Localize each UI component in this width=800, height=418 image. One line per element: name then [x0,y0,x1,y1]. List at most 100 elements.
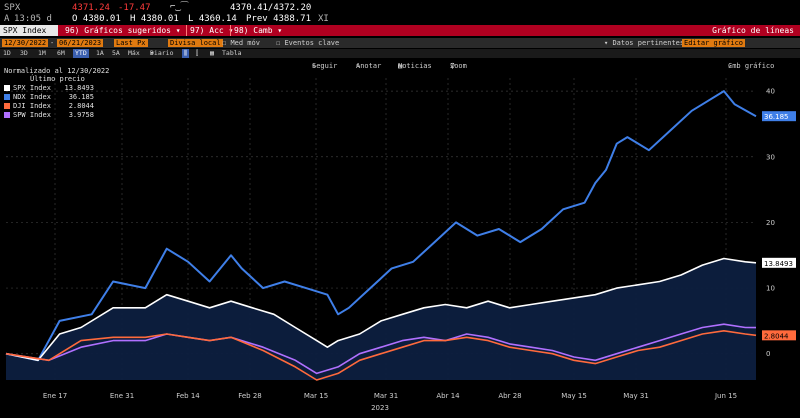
legend-name: NDX Index [13,93,51,101]
legend-name: DJI Index [13,102,51,110]
quote-time: 13:05 d [14,14,52,24]
prev-close: Prev 4388.71 [246,14,312,24]
edit-chart-button[interactable]: Editar gráfico [682,39,746,47]
legend-swatch [4,85,10,91]
command-bar: SPX Index 96) Gráficos sugeridos ▾ 97) A… [0,25,800,36]
series-line-ndx [5,90,757,362]
legend-normalized: Normalizado al 12/30/2022 [4,67,110,75]
x-tick-label: Abr 28 [498,392,521,400]
bar-icon[interactable]: ⫿ [196,49,199,57]
y-tick-label: 30 [766,153,775,161]
news-icon: ▤ [398,62,403,70]
legend-value: 3.9758 [68,111,94,119]
y-tick-label: 0 [766,350,770,358]
end-date-field[interactable]: 06/21/2023 [57,39,104,47]
ticker-label: SPX [4,3,21,13]
y-tick-label: 40 [766,88,775,96]
legend-last-price-header: Último precio [30,75,85,83]
legend-swatch [4,94,10,100]
x-tick-label: Jun 15 [714,392,737,400]
change-button[interactable]: 98) Camb ▾ [230,25,285,36]
table-button[interactable]: Tabla [222,49,242,57]
x-tick-label: Ene 31 [110,392,134,400]
y-tick-label: 20 [766,219,775,227]
quote-row-1: SPX 4371.24 -17.47 ⌐‿⁀ 4370.41/4372.20 [0,2,800,14]
actions-number-icon: 97) [190,26,210,35]
security-field[interactable]: SPX Index [0,25,58,36]
bid-ask: 4370.41/4372.20 [230,3,312,13]
y-tick-label: 10 [766,285,775,293]
x-year-label: 2023 [371,404,389,412]
candle-icon[interactable]: ⫼ [182,49,189,58]
chart-plot[interactable]: 0 10 20 30 40 Ene 17 Ene 31 Feb 14 Feb 28 Mar 15… [0,58,800,418]
exchange-code: XI [318,14,329,24]
chart-settings-icon: ↗ [728,62,733,70]
high-price: H 4380.01 [130,14,179,24]
period-1a[interactable]: 1A [96,49,104,57]
options-bar: 12/30/2022 - 06/21/2023 Last Px Divisa l… [0,38,800,48]
pencil-icon: ✎ [356,62,361,70]
suggested-charts-number-icon: 96) [65,26,85,35]
period-ytd[interactable]: YTD [73,49,89,58]
key-events-button[interactable]: ☐ Eventos clave [276,39,340,47]
table-icon[interactable]: ▦ [210,49,214,57]
legend-value: 36.185 [68,93,94,101]
end-labels: 36.185 13.8493 2.8044 [762,111,796,341]
currency-field[interactable]: Divisa local [168,39,223,47]
start-date-field[interactable]: 12/30/2022 [2,39,49,47]
series-line-spx [5,257,757,362]
moving-average-button[interactable]: ☐ Med móv [222,39,260,47]
date-separator: - [50,39,55,47]
legend-value: 13.8493 [64,84,94,92]
sparkline-icon: ⌐‿⁀ [170,2,189,12]
crosshair-icon: ✛ [312,62,317,70]
price-change: -17.47 [118,3,151,13]
end-label-box [762,257,796,268]
chart-lines [5,90,757,381]
quote-row-2: A 13:05 d O 4380.01 H 4380.01 L 4360.14 … [0,13,800,25]
price-type-field[interactable]: Last Px [114,39,148,47]
end-label-text: 36.185 [764,113,789,121]
x-tick-label: May 31 [623,392,649,400]
legend-name: SPW Index [13,111,51,119]
x-tick-label: Mar 15 [304,392,328,400]
period-6m[interactable]: 6M [57,49,65,57]
actions-button[interactable]: 97) Acc ▾ [186,25,236,36]
x-tick-label: Abr 14 [436,392,460,400]
legend-value: 2.8044 [68,102,94,110]
relevant-data-button[interactable]: ▾ Datos pertinentes [604,39,685,47]
period-1m[interactable]: 1M [38,49,46,57]
x-tick-label: May 15 [561,392,587,400]
chart-type-title: Gráfico de líneas [712,26,794,35]
period-5a[interactable]: 5A [112,49,120,57]
y-axis: 0 10 20 30 40 [766,88,775,359]
x-tick-label: Ene 17 [43,392,67,400]
suggested-charts-button[interactable]: 96) Gráficos sugeridos ▾ [65,26,181,35]
end-label-text: 13.8493 [764,260,793,268]
low-price: L 4360.14 [188,14,237,24]
x-tick-label: Mar 31 [374,392,398,400]
period-1d[interactable]: 1D [3,49,11,57]
x-tick-label: Feb 28 [238,392,262,400]
period-bar: 1D 3D 1M 6M YTD 1A 5A Máx Diario ▾ ⫼ ⫿ ▦… [0,49,800,58]
x-axis: Ene 17 Ene 31 Feb 14 Feb 28 Mar 15 Mar 31 Abr … [43,392,737,412]
chart-area-fill [6,258,756,380]
end-label-box [762,330,796,341]
end-label-text: 2.8044 [764,332,789,340]
period-max[interactable]: Máx [128,49,140,57]
legend-swatch [4,112,10,118]
last-price: 4371.24 [72,3,110,13]
change-number-icon: 98) [234,26,254,35]
period-3d[interactable]: 3D [20,49,28,57]
legend-swatch [4,103,10,109]
end-label-box [762,111,796,122]
zoom-icon: ⚲ [450,62,456,70]
x-tick-label: Feb 14 [176,392,200,400]
series-line-dji [5,330,757,381]
spx-area [6,258,756,380]
row2-flag: A [4,14,10,24]
open-price: O 4380.01 [72,14,121,24]
legend-name: SPX Index [13,84,51,92]
frequency-select[interactable]: Diario ▾ [150,49,174,57]
